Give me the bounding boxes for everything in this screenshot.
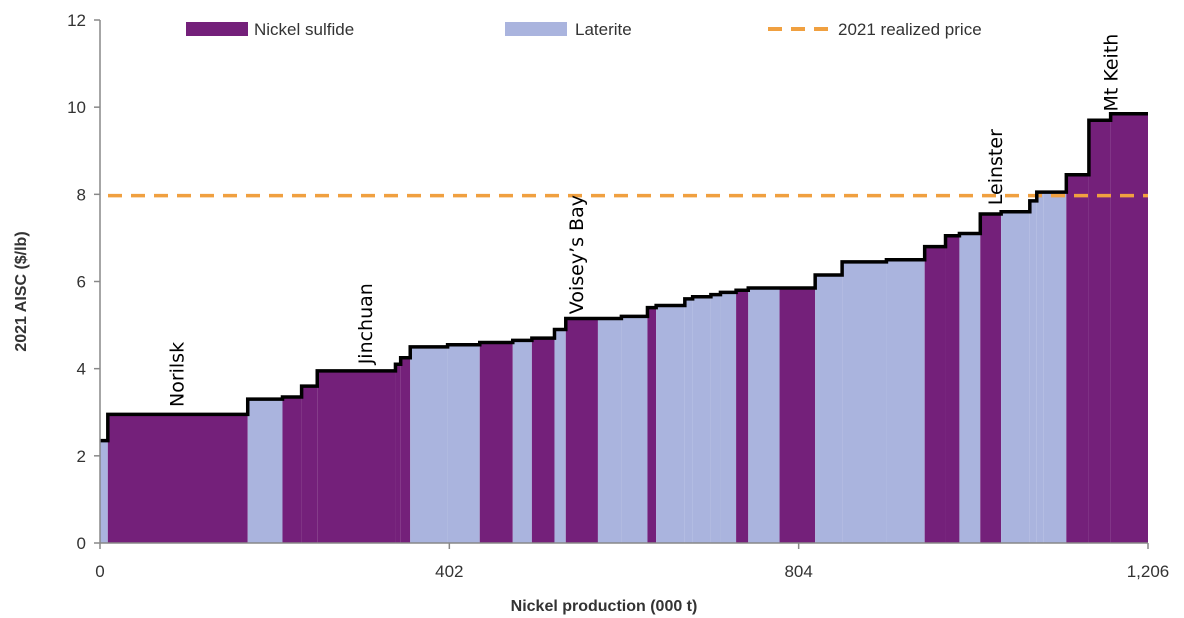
mine-label: Norilsk — [166, 342, 188, 407]
mine-bar-sulfide — [736, 290, 749, 543]
mine-label: Mt Keith — [1101, 34, 1123, 112]
mine-bar-sulfide — [1110, 113, 1148, 544]
mine-bar-laterite — [748, 288, 780, 543]
x-tick-label: 402 — [435, 562, 463, 581]
legend: Nickel sulfide Laterite 2021 realized pr… — [186, 20, 982, 39]
y-tick-label: 0 — [77, 534, 86, 553]
y-tick-label: 6 — [77, 273, 86, 292]
mine-bar-laterite — [554, 329, 566, 543]
mine-bar-laterite — [959, 233, 981, 543]
y-tick-labels: 0 2 4 6 8 10 12 — [67, 11, 100, 553]
mine-bar-laterite — [1029, 200, 1037, 543]
mine-label: Voisey’s Bay — [566, 195, 588, 314]
mine-bar-sulfide — [479, 342, 513, 543]
mine-bar-laterite — [710, 294, 721, 543]
mine-bar-laterite — [100, 440, 108, 543]
mine-bar-sulfide — [1088, 120, 1111, 543]
mine-bar-laterite — [1036, 192, 1044, 543]
mine-annotations: Norilsk Jinchuan Voisey’s Bay Leinster Mt Ke… — [166, 34, 1122, 407]
y-axis-title: 2021 AISC ($/lb) — [13, 231, 30, 351]
mine-bar-sulfide — [980, 213, 1002, 543]
legend-swatch-laterite — [505, 22, 567, 36]
mine-bar-sulfide — [400, 357, 411, 543]
y-tick-label: 8 — [77, 185, 86, 204]
mine-bar-sulfide — [282, 396, 302, 543]
mine-bar-laterite — [656, 305, 685, 543]
mine-bar-sulfide — [945, 235, 960, 544]
legend-swatch-sulfide — [186, 22, 248, 36]
mine-bar-sulfide — [395, 364, 401, 543]
cost-curve-outline — [100, 111, 1148, 443]
cost-outline-layer — [100, 111, 1148, 443]
y-tick-label: 10 — [67, 98, 86, 117]
mine-bar-sulfide — [924, 246, 946, 543]
mine-bar-sulfide — [647, 307, 657, 543]
mine-bar-sulfide — [565, 318, 598, 543]
mine-bar-laterite — [815, 274, 843, 543]
mine-bar-laterite — [1043, 192, 1067, 543]
mine-bar-laterite — [1001, 211, 1030, 543]
mine-bar-laterite — [886, 259, 925, 543]
mine-bar-laterite — [447, 344, 480, 543]
mine-bar-laterite — [684, 298, 693, 543]
mine-bar-sulfide — [1066, 174, 1089, 544]
legend-label-laterite: Laterite — [575, 20, 632, 39]
mine-bar-sulfide — [779, 288, 816, 543]
y-tick-label: 12 — [67, 11, 86, 30]
mine-bar-laterite — [410, 346, 448, 543]
mine-bar-laterite — [597, 318, 622, 543]
mine-bar-laterite — [512, 340, 532, 543]
mine-bar-sulfide — [531, 338, 555, 543]
x-axis-title: Nickel production (000 t) — [511, 598, 698, 615]
mine-label: Leinster — [985, 129, 1007, 205]
bars-layer — [100, 113, 1148, 544]
x-tick-labels: 0 402 804 1,206 — [95, 543, 1169, 581]
mine-bar-laterite — [842, 261, 887, 543]
y-tick-label: 4 — [77, 360, 86, 379]
mine-bar-laterite — [247, 399, 283, 543]
mine-bar-laterite — [621, 316, 648, 543]
x-tick-label: 1,206 — [1127, 562, 1170, 581]
x-tick-label: 0 — [95, 562, 104, 581]
mine-label: Jinchuan — [355, 283, 377, 365]
mine-bar-laterite — [720, 292, 737, 543]
mine-bar-laterite — [692, 296, 711, 543]
y-tick-label: 2 — [77, 447, 86, 466]
x-tick-label: 804 — [784, 562, 812, 581]
mine-bar-sulfide — [317, 370, 396, 543]
legend-label-price: 2021 realized price — [838, 20, 982, 39]
mine-bar-sulfide — [107, 414, 248, 543]
legend-label-sulfide: Nickel sulfide — [254, 20, 354, 39]
mine-bar-sulfide — [301, 386, 318, 543]
